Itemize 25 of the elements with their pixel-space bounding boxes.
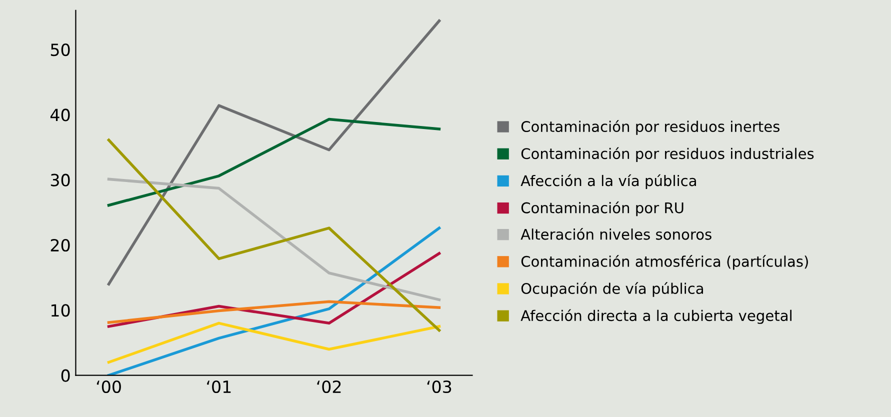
y-tick-label: 0 xyxy=(61,369,70,382)
line-series xyxy=(107,226,441,376)
line-series xyxy=(107,19,441,286)
legend-label: Contaminación atmosférica (partículas) xyxy=(521,255,808,270)
legend-label: Alteración niveles sonoros xyxy=(520,228,712,240)
line-series xyxy=(107,322,441,364)
y-tick-label: 40 xyxy=(50,108,70,122)
x-tick-label: ‘03 xyxy=(427,380,452,394)
x-tick-label: ‘02 xyxy=(317,380,341,394)
legend-label: Afección a la vía pública xyxy=(520,174,696,190)
legend-label: Contaminación por residuos inertes xyxy=(521,120,780,135)
legend-label: Contaminación por RU xyxy=(521,201,684,216)
y-tick-label: 50 xyxy=(50,43,70,56)
line-series xyxy=(107,300,441,324)
x-tick-label: ‘00 xyxy=(96,380,121,394)
legend-label: Ocupación de vía pública xyxy=(521,282,703,297)
line-series xyxy=(107,118,441,207)
legend-label: Contaminación por residuos industriales xyxy=(521,147,814,162)
y-tick-label: 30 xyxy=(50,174,70,186)
x-tick-label: ‘01 xyxy=(207,380,231,394)
line-series xyxy=(107,138,441,332)
y-tick-label: 10 xyxy=(51,304,70,317)
y-tick-label: 20 xyxy=(50,238,70,252)
legend-label: Afección directa a la cubierta vegetal xyxy=(520,309,792,324)
line-series xyxy=(107,178,441,302)
